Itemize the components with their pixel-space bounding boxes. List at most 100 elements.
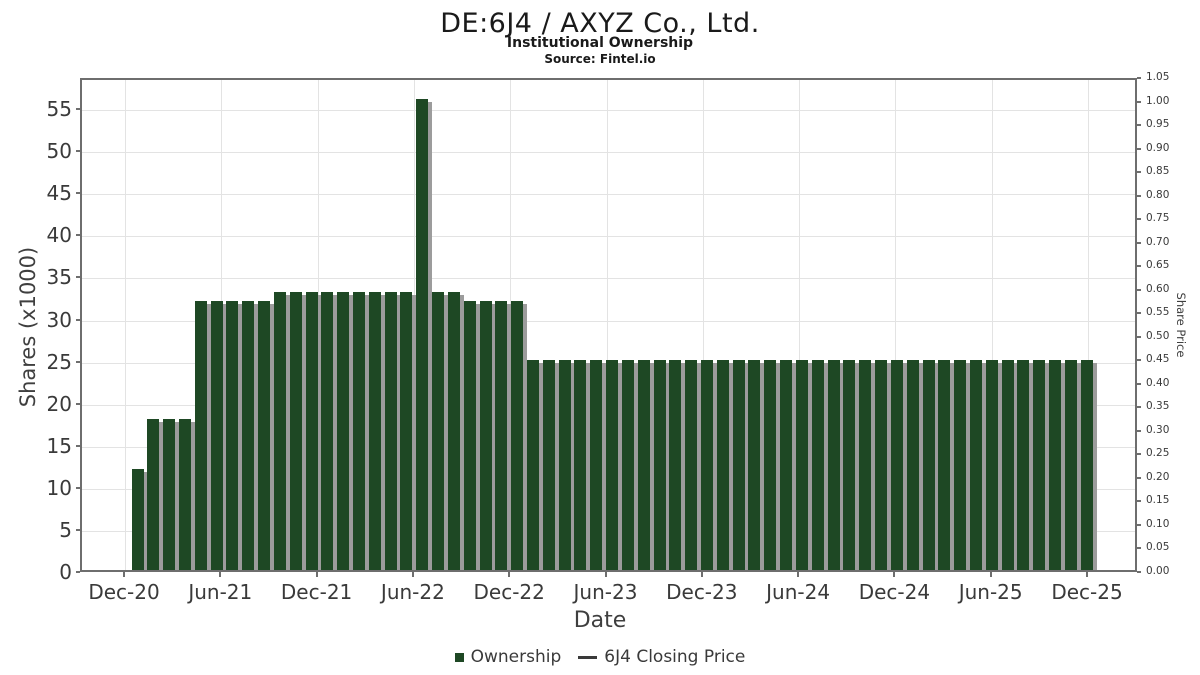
ownership-bar[interactable] [859,359,872,570]
ownership-bar[interactable] [558,359,571,570]
y-right-tick-label: 0.30 [1146,423,1170,436]
ownership-bar[interactable] [685,359,698,570]
ownership-bar[interactable] [732,359,745,570]
chart-source: Source: Fintel.io [544,52,656,66]
ownership-bar[interactable] [938,359,951,570]
ownership-bar[interactable] [194,300,207,570]
ownership-bar[interactable] [811,359,824,570]
ownership-bar[interactable] [843,359,856,570]
ownership-bar[interactable] [1033,359,1046,570]
ownership-bar[interactable] [780,359,793,570]
ownership-bar[interactable] [131,469,144,570]
ownership-bar[interactable] [337,292,350,570]
v-gridline [413,80,415,570]
x-tick [315,572,318,577]
x-tick [989,572,992,577]
ownership-bar[interactable] [416,98,429,570]
legend: Ownership 6J4 Closing Price [0,644,1200,670]
ownership-bar[interactable] [511,300,524,570]
x-tick [508,572,511,577]
y-left-tick [76,192,80,195]
ownership-bar[interactable] [716,359,729,570]
ownership-bar[interactable] [384,292,397,570]
y-left-tick [76,234,80,237]
ownership-bar[interactable] [669,359,682,570]
ownership-bar[interactable] [590,359,603,570]
y-left-tick-label: 0 [59,560,72,584]
ownership-bar[interactable] [1049,359,1062,570]
plot-area[interactable] [80,78,1137,572]
ownership-bar[interactable] [1017,359,1030,570]
y-right-tick [1137,241,1141,244]
chart-title: DE:6J4 / AXYZ Co., Ltd. [440,8,760,39]
ownership-bar[interactable] [954,359,967,570]
y-right-tick-label: 0.90 [1146,141,1170,154]
y-right-tick [1137,77,1141,79]
ownership-bar[interactable] [922,359,935,570]
ownership-bar[interactable] [985,359,998,570]
ownership-bar[interactable] [463,300,476,570]
ownership-bar[interactable] [305,292,318,570]
x-tick-label: Jun-23 [573,580,638,604]
ownership-bar[interactable] [226,300,239,570]
ownership-bar[interactable] [178,418,191,570]
ownership-bar[interactable] [653,359,666,570]
ownership-bar[interactable] [748,359,761,570]
ownership-bar[interactable] [163,418,176,570]
ownership-bar[interactable] [147,418,160,570]
ownership-bar[interactable] [827,359,840,570]
ownership-bar[interactable] [875,359,888,570]
v-gridline [895,80,897,570]
ownership-bar[interactable] [447,292,460,570]
y-right-tick [1137,547,1141,550]
y-right-tick [1137,571,1141,573]
y-right-tick [1137,523,1141,526]
y-right-tick-label: 0.75 [1146,212,1170,225]
ownership-bar[interactable] [400,292,413,570]
x-tick-label: Jun-25 [958,580,1023,604]
y-right-tick [1137,265,1141,268]
ownership-bar[interactable] [1001,359,1014,570]
ownership-bar[interactable] [606,359,619,570]
y-right-tick [1137,124,1141,127]
ownership-bar[interactable] [432,292,445,570]
y-left-tick [76,108,80,111]
ownership-bar[interactable] [906,359,919,570]
x-tick [1086,572,1088,577]
ownership-bar[interactable] [352,292,365,570]
ownership-bar[interactable] [574,359,587,570]
ownership-bar[interactable] [495,300,508,570]
y-right-tick [1137,218,1141,221]
ownership-bar[interactable] [321,292,334,570]
ownership-bar[interactable] [210,300,223,570]
ownership-bar[interactable] [621,359,634,570]
y-right-tick [1137,100,1141,103]
y-right-tick-label: 0.45 [1146,353,1170,366]
ownership-bar[interactable] [273,292,286,570]
ownership-bar[interactable] [701,359,714,570]
y-right-tick [1137,288,1141,291]
ownership-bar[interactable] [890,359,903,570]
ownership-bar[interactable] [637,359,650,570]
ownership-bar[interactable] [368,292,381,570]
ownership-bar[interactable] [527,359,539,570]
y-right-tick [1137,382,1141,385]
x-tick-label: Jun-22 [380,580,445,604]
ownership-bar[interactable] [242,300,255,570]
x-tick-label: Dec-20 [88,580,160,604]
y-right-tick [1137,194,1141,197]
y-right-tick-label: 0.70 [1146,235,1170,248]
ownership-bar[interactable] [1064,359,1077,570]
ownership-bar[interactable] [289,292,302,570]
y-right-tick [1137,335,1141,338]
ownership-bar[interactable] [969,359,982,570]
ownership-bar[interactable] [479,300,492,570]
y-right-tick [1137,359,1141,362]
ownership-bar[interactable] [542,359,555,570]
price-line-icon [578,655,598,659]
y-right-tick-label: 0.00 [1146,565,1170,577]
ownership-bar[interactable] [795,359,808,570]
ownership-bar[interactable] [1080,359,1093,570]
ownership-bar[interactable] [258,300,271,570]
ownership-bar[interactable] [764,359,777,570]
